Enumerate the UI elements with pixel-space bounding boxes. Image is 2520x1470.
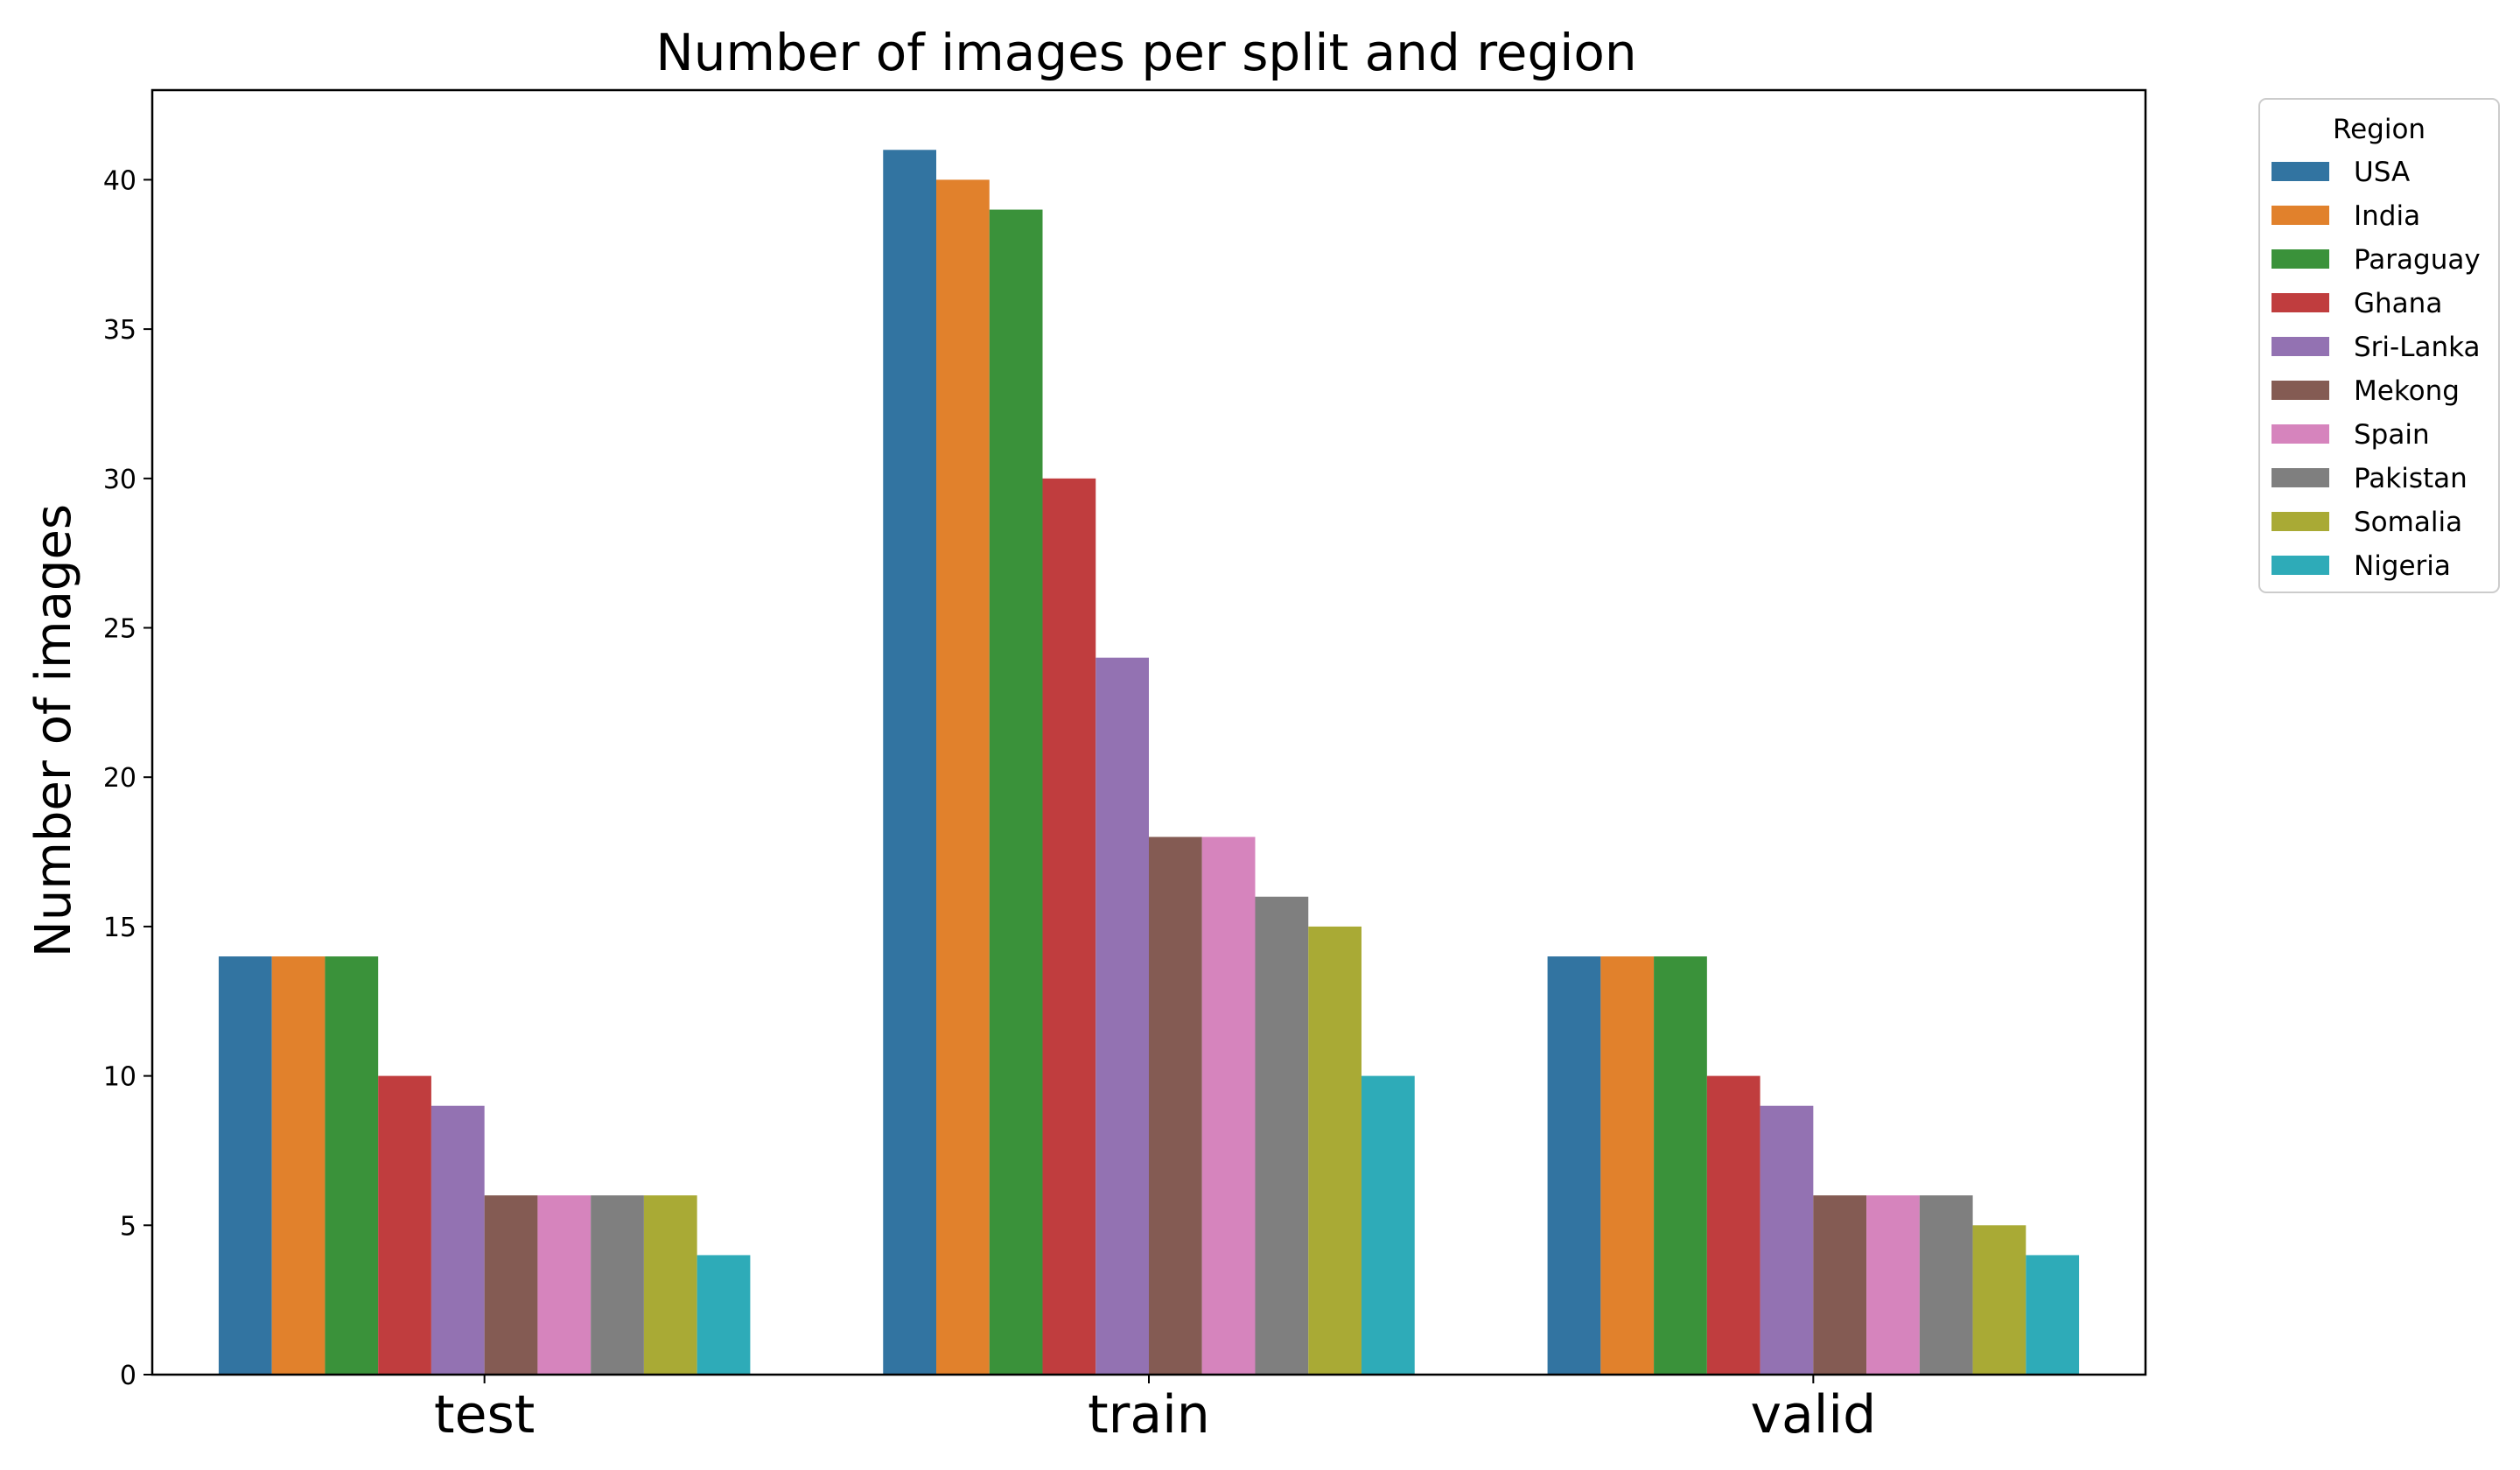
legend-label-paraguay: Paraguay bbox=[2354, 244, 2481, 276]
y-tick-label: 10 bbox=[103, 1062, 136, 1093]
y-tick-label: 20 bbox=[103, 763, 136, 794]
bar-paraguay-valid bbox=[1654, 956, 1707, 1375]
legend-label-spain: Spain bbox=[2354, 419, 2430, 451]
legend-label-somalia: Somalia bbox=[2354, 507, 2462, 538]
bar-nigeria-test bbox=[696, 1255, 751, 1375]
legend-label-pakistan: Pakistan bbox=[2354, 463, 2468, 494]
legend-label-nigeria: Nigeria bbox=[2354, 550, 2451, 582]
bar-ghana-train bbox=[1042, 478, 1096, 1375]
legend-swatch-sri-lanka bbox=[2272, 337, 2329, 356]
y-tick-label: 5 bbox=[120, 1211, 136, 1242]
y-tick-label: 25 bbox=[103, 614, 136, 645]
legend-swatch-pakistan bbox=[2272, 468, 2329, 487]
legend-label-mekong: Mekong bbox=[2354, 375, 2460, 407]
y-tick-label: 30 bbox=[103, 465, 136, 495]
bar-spain-valid bbox=[1866, 1195, 1920, 1375]
bar-ghana-test bbox=[378, 1075, 431, 1375]
legend-swatch-spain bbox=[2272, 424, 2329, 444]
legend-swatch-mekong bbox=[2272, 381, 2329, 400]
bar-paraguay-train bbox=[989, 209, 1043, 1375]
bars-layer bbox=[218, 150, 2080, 1375]
bar-usa-train bbox=[883, 150, 937, 1375]
legend-swatch-india bbox=[2272, 206, 2329, 225]
bar-india-valid bbox=[1600, 956, 1655, 1375]
bar-mekong-valid bbox=[1813, 1195, 1867, 1375]
bar-pakistan-test bbox=[591, 1195, 644, 1375]
bar-india-test bbox=[271, 956, 326, 1375]
bar-paraguay-test bbox=[325, 956, 379, 1375]
x-tick-label-valid: valid bbox=[1750, 1384, 1876, 1446]
bar-sri-lanka-test bbox=[430, 1105, 485, 1375]
bar-sri-lanka-valid bbox=[1760, 1105, 1814, 1375]
bar-nigeria-valid bbox=[2026, 1255, 2080, 1375]
y-tick-label: 15 bbox=[103, 913, 136, 943]
legend-label-sri-lanka: Sri-Lanka bbox=[2354, 332, 2481, 363]
bar-ghana-valid bbox=[1706, 1075, 1760, 1375]
legend-label-india: India bbox=[2354, 200, 2420, 232]
bar-sri-lanka-train bbox=[1096, 657, 1149, 1375]
legend-swatch-usa bbox=[2272, 162, 2329, 181]
bar-usa-valid bbox=[1547, 956, 1601, 1375]
bar-somalia-train bbox=[1308, 926, 1362, 1375]
bar-somalia-test bbox=[643, 1195, 697, 1375]
bar-india-train bbox=[936, 179, 990, 1375]
legend: Region USA India Paraguay Ghana Sri-Lanka Meko… bbox=[2258, 98, 2500, 593]
x-tick-label-test: test bbox=[434, 1384, 535, 1446]
legend-title: Region bbox=[2333, 114, 2426, 145]
y-tick-label: 0 bbox=[120, 1361, 136, 1391]
legend-swatch-somalia bbox=[2272, 512, 2329, 531]
legend-swatch-nigeria bbox=[2272, 556, 2329, 575]
bar-pakistan-valid bbox=[1919, 1195, 1973, 1375]
y-tick-label: 35 bbox=[103, 315, 136, 346]
axes-layer: 0 5 10 15 20 25 30 35 40 test train valid bbox=[103, 88, 2147, 1446]
bar-usa-test bbox=[218, 956, 272, 1375]
bar-mekong-train bbox=[1149, 836, 1202, 1375]
legend-label-usa: USA bbox=[2354, 157, 2410, 188]
bar-mekong-test bbox=[484, 1195, 538, 1375]
bar-spain-train bbox=[1201, 836, 1256, 1375]
y-axis-label: Number of images bbox=[25, 504, 82, 957]
bar-somalia-valid bbox=[1972, 1225, 2026, 1375]
legend-label-ghana: Ghana bbox=[2354, 288, 2442, 319]
chart-title: Number of images per split and region bbox=[655, 23, 1636, 82]
bar-pakistan-train bbox=[1255, 896, 1309, 1375]
legend-swatch-ghana bbox=[2272, 293, 2329, 312]
bar-spain-test bbox=[537, 1195, 592, 1375]
y-tick-label: 40 bbox=[103, 165, 136, 196]
legend-swatch-paraguay bbox=[2272, 249, 2329, 269]
bar-nigeria-train bbox=[1361, 1075, 1415, 1375]
x-tick-label-train: train bbox=[1088, 1384, 1210, 1446]
